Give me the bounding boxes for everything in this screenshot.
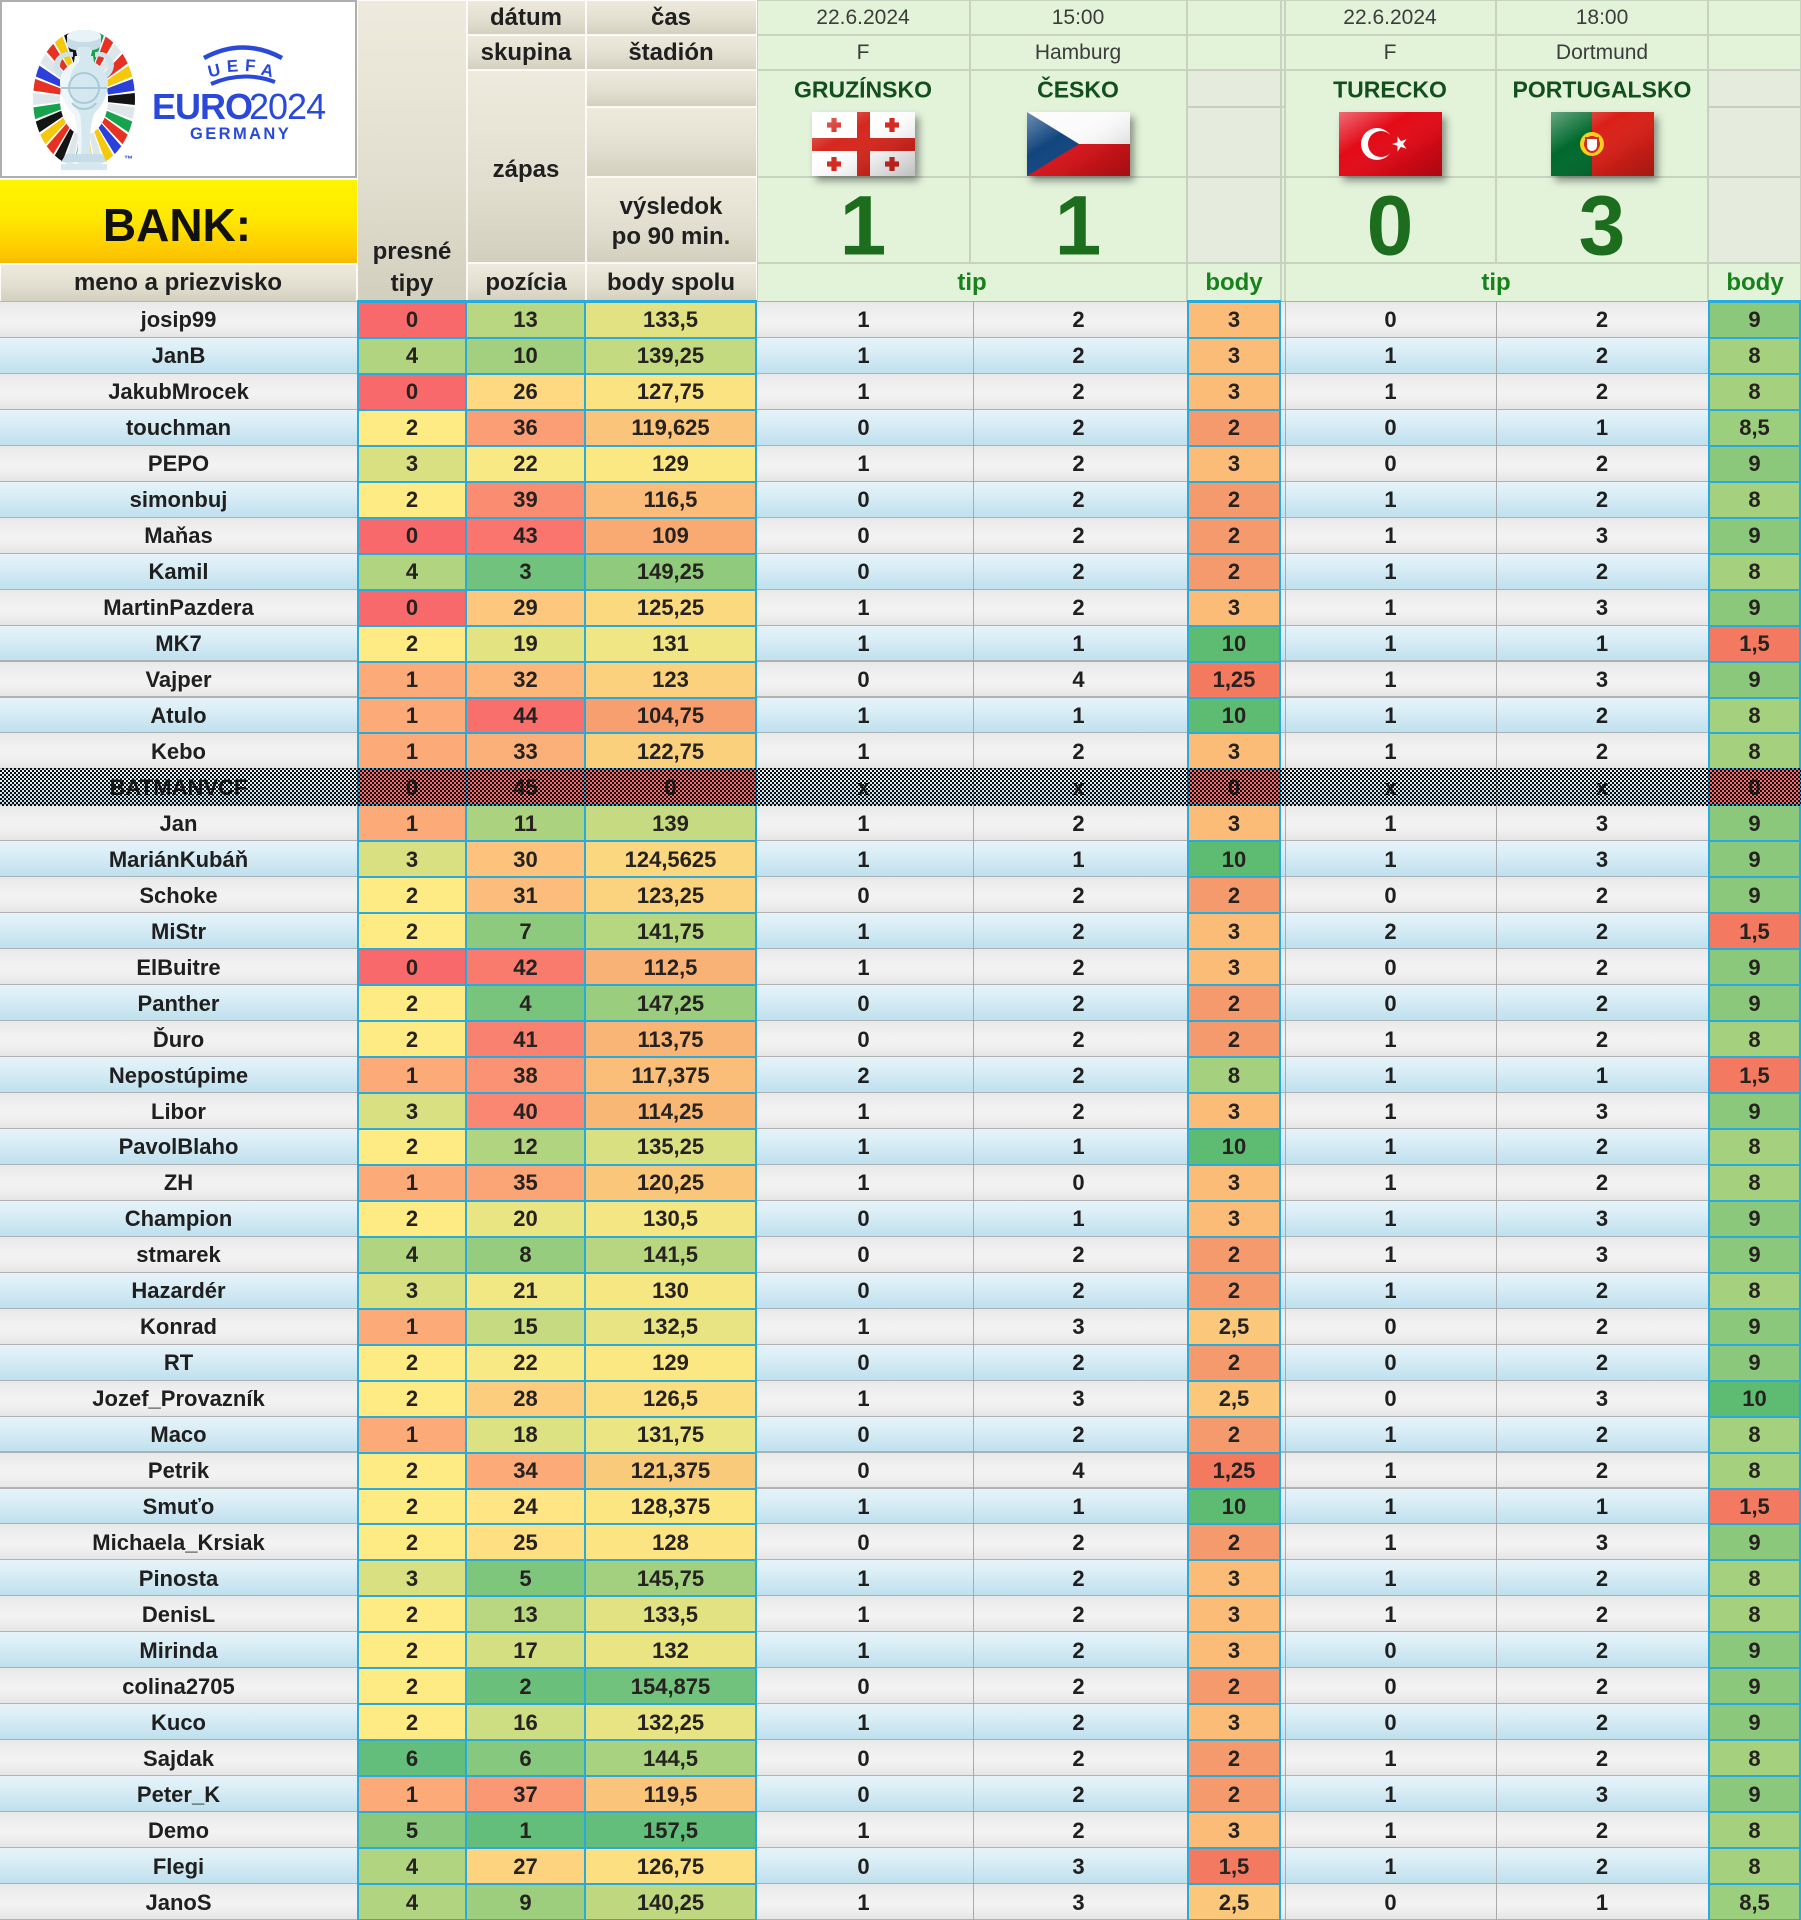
svg-text:A: A	[259, 60, 275, 81]
svg-text:U: U	[206, 60, 222, 81]
svg-text:F: F	[245, 56, 257, 76]
svg-text:™: ™	[124, 154, 133, 164]
svg-text:E: E	[226, 56, 239, 76]
svg-text:GERMANY: GERMANY	[190, 125, 291, 143]
svg-text:2024: 2024	[249, 86, 325, 127]
svg-text:EURO: EURO	[152, 86, 252, 127]
